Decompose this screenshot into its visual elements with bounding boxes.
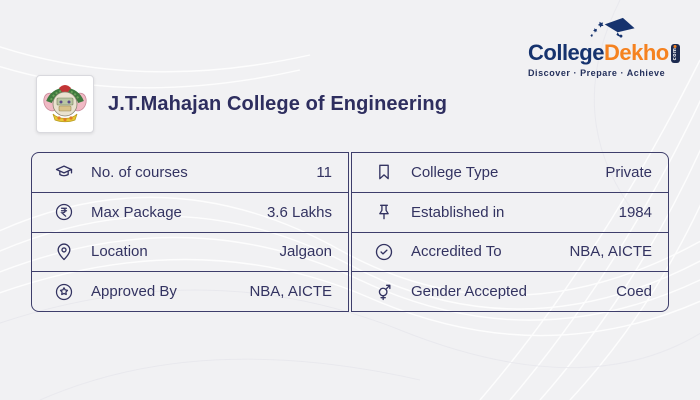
college-emblem: [36, 75, 94, 133]
info-label: Approved By: [91, 283, 177, 301]
info-value: Jalgaon: [279, 243, 332, 261]
info-label: Location: [91, 243, 148, 261]
info-label: Accredited To: [411, 243, 502, 261]
location-pin-icon: [54, 242, 74, 262]
info-label: Gender Accepted: [411, 283, 527, 301]
info-value: 1984: [618, 203, 652, 221]
rupee-circle-icon: [54, 202, 74, 222]
collegedekho-logo: College Dekho com Discover · Prepare · Ach…: [528, 14, 688, 78]
info-label: Established in: [411, 203, 505, 221]
info-value: NBA, AICTE: [249, 283, 332, 301]
brand-com-badge: com: [670, 43, 680, 63]
brand-tagline: Discover · Prepare · Achieve: [528, 68, 666, 78]
info-row-max-package: Max Package 3.6 Lakhs: [32, 193, 348, 233]
info-label: Max Package: [91, 203, 182, 221]
brand-wordmark: College Dekho com: [528, 40, 688, 66]
info-row-gender: Gender Accepted Coed: [352, 272, 668, 311]
college-title: J.T.Mahajan College of Engineering: [108, 92, 448, 115]
info-column-left: No. of courses 11 Max Package 3.6 Lakhs …: [31, 152, 349, 312]
info-column-right: College Type Private Established in 1984…: [351, 152, 669, 312]
college-header: J.T.Mahajan College of Engineering: [36, 75, 447, 133]
info-row-approved-by: Approved By NBA, AICTE: [32, 272, 348, 311]
info-value: Private: [605, 163, 652, 181]
graduation-cap-icon: [54, 162, 74, 182]
bookmark-icon: [374, 162, 394, 182]
college-info-grid: No. of courses 11 Max Package 3.6 Lakhs …: [31, 152, 669, 312]
gender-icon: [374, 282, 394, 302]
info-row-accredited: Accredited To NBA, AICTE: [352, 233, 668, 273]
pushpin-icon: [374, 202, 394, 222]
approval-badge-icon: [54, 282, 74, 302]
graduation-cap-with-stars-icon: [590, 17, 635, 38]
info-row-established: Established in 1984: [352, 193, 668, 233]
college-emblem-image: [43, 85, 87, 123]
info-label: No. of courses: [91, 163, 188, 181]
info-value: Coed: [616, 283, 652, 301]
brand-word-dekho: Dekho: [603, 40, 669, 65]
info-value: 11: [316, 163, 332, 181]
info-value: NBA, AICTE: [569, 243, 652, 261]
brand-word-college: College: [528, 40, 604, 65]
info-value: 3.6 Lakhs: [266, 203, 332, 221]
info-label: College Type: [411, 163, 499, 181]
info-row-location: Location Jalgaon: [32, 233, 348, 273]
info-row-college-type: College Type Private: [352, 153, 668, 193]
check-circle-icon: [374, 242, 394, 262]
info-row-courses: No. of courses 11: [32, 153, 348, 193]
